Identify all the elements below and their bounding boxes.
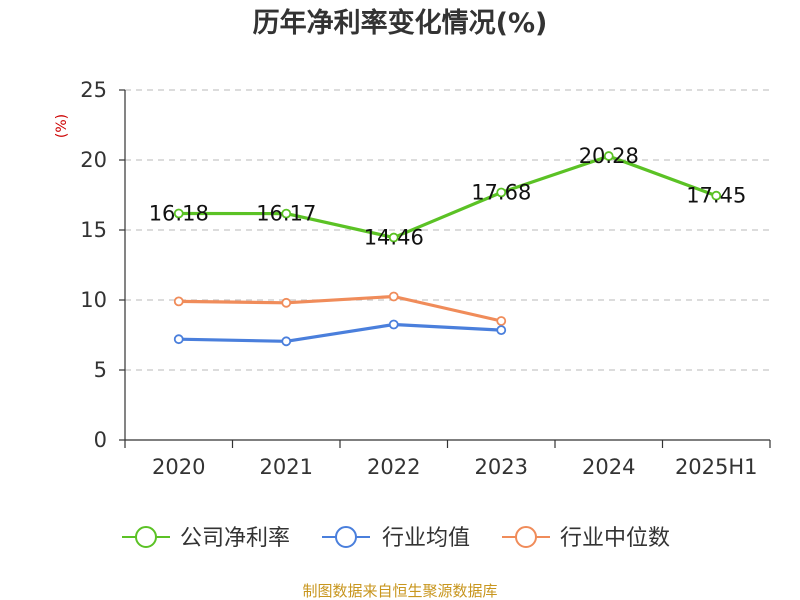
y-tick-label: 10 <box>80 288 107 312</box>
chart-title: 历年净利率变化情况(%) <box>253 7 548 39</box>
data-point <box>388 291 399 302</box>
x-tick-label: 2021 <box>260 455 313 479</box>
data-point <box>496 316 507 326</box>
data-point <box>496 325 507 336</box>
data-point <box>173 208 184 219</box>
data-label: 17.68 <box>471 180 531 204</box>
legend-item: 行业均值 <box>322 526 470 551</box>
data-point <box>173 334 184 345</box>
legend-label: 公司净利率 <box>180 526 290 551</box>
grid-lines <box>125 89 770 371</box>
data-point <box>711 190 722 201</box>
data-point <box>603 151 614 161</box>
data-point <box>281 297 292 308</box>
x-tick-label: 2020 <box>152 455 205 479</box>
data-point <box>496 187 507 198</box>
series-line <box>178 294 502 323</box>
data-label: 16.17 <box>256 202 316 226</box>
series-0 <box>173 151 722 243</box>
data-labels: 16.18 16.17 14.46 17.68 20.28 17.45 <box>149 144 747 249</box>
data-point <box>281 208 292 219</box>
legend-label: 行业均值 <box>382 526 470 551</box>
y-tick-label: 20 <box>80 148 107 172</box>
x-tick-label: 2022 <box>367 455 420 479</box>
series-line <box>178 154 717 240</box>
legend-marker <box>515 526 537 548</box>
series-line <box>178 322 502 343</box>
legend: 公司净利率 行业均值 行业中位数 <box>122 526 670 551</box>
x-tick-label: 2024 <box>582 455 635 479</box>
y-tick-label: 5 <box>94 358 107 382</box>
legend-label: 行业中位数 <box>560 526 670 551</box>
data-point <box>281 336 292 347</box>
series-1 <box>173 319 507 347</box>
data-point <box>173 296 184 307</box>
legend-marker <box>135 526 157 548</box>
x-tick-labels: 2020 2021 2022 2023 2024 2025H1 <box>152 455 758 479</box>
data-label: 16.18 <box>149 201 209 225</box>
legend-item: 行业中位数 <box>502 526 670 551</box>
y-tick-label: 25 <box>80 78 107 102</box>
series-layer <box>173 151 722 347</box>
source-note: 制图数据来自恒生聚源数据库 <box>302 582 497 600</box>
legend-marker <box>335 526 357 548</box>
x-tick-label: 2023 <box>475 455 528 479</box>
y-axis-label: (%) <box>54 114 70 138</box>
y-tick-label: 0 <box>94 428 107 452</box>
data-point <box>388 232 399 243</box>
y-tick-labels: 0 5 10 15 20 25 <box>80 78 107 452</box>
legend-item: 公司净利率 <box>122 526 290 551</box>
data-label: 17.45 <box>686 184 746 208</box>
y-tick-label: 15 <box>80 218 107 242</box>
data-point <box>388 319 399 330</box>
axes <box>119 89 771 448</box>
x-tick-label: 2025H1 <box>675 455 758 479</box>
data-label: 20.28 <box>579 144 639 168</box>
data-label: 14.46 <box>364 226 424 250</box>
series-2 <box>173 291 507 326</box>
